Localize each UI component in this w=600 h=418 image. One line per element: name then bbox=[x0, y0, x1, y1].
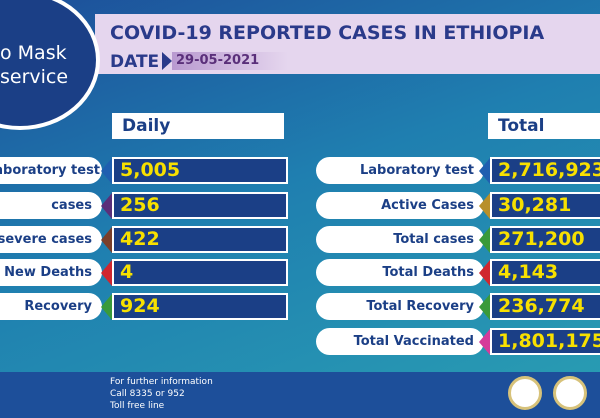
row-arrow bbox=[479, 260, 490, 286]
row-value: 4 bbox=[112, 259, 288, 286]
row-value: 2,716,923 bbox=[490, 157, 600, 184]
row-label: Recovery bbox=[0, 293, 102, 320]
circle-text: service bbox=[0, 66, 69, 88]
footer bbox=[0, 372, 600, 418]
title: COVID-19 REPORTED CASES IN ETHIOPIA bbox=[110, 22, 545, 44]
row-label: Total cases bbox=[316, 226, 484, 253]
row-label: Total Vaccinated bbox=[316, 328, 484, 355]
row-arrow bbox=[479, 158, 490, 184]
mask-circle bbox=[0, 0, 100, 130]
row-label: cases bbox=[0, 192, 102, 219]
row-label: New Deaths bbox=[0, 259, 102, 286]
row-value: 4,143 bbox=[490, 259, 600, 286]
row-label: Total Deaths bbox=[316, 259, 484, 286]
date-arrow bbox=[162, 52, 172, 70]
row-value: 422 bbox=[112, 226, 288, 253]
row-value: 30,281 bbox=[490, 192, 600, 219]
row-label: Active Cases bbox=[316, 192, 484, 219]
row-arrow bbox=[101, 227, 112, 253]
row-value: 1,801,175 bbox=[490, 328, 600, 355]
row-arrow bbox=[479, 329, 490, 355]
row-arrow bbox=[479, 294, 490, 320]
logo bbox=[553, 376, 587, 410]
row-value: 271,200 bbox=[490, 226, 600, 253]
date-label: DATE bbox=[110, 52, 160, 72]
logo bbox=[508, 376, 542, 410]
row-value: 236,774 bbox=[490, 293, 600, 320]
footer-text: Call 8335 or 952 bbox=[110, 389, 185, 399]
row-value: 256 bbox=[112, 192, 288, 219]
row-arrow bbox=[101, 294, 112, 320]
footer-text: For further information bbox=[110, 377, 213, 387]
row-arrow bbox=[479, 227, 490, 253]
row-label: severe cases bbox=[0, 226, 102, 253]
daily-header: Daily bbox=[112, 113, 284, 139]
row-value: 5,005 bbox=[112, 157, 288, 184]
total-header: Total bbox=[488, 113, 600, 139]
row-arrow bbox=[101, 158, 112, 184]
row-arrow bbox=[101, 193, 112, 219]
footer-text: Toll free line bbox=[110, 401, 165, 411]
row-arrow bbox=[479, 193, 490, 219]
date: 29-05-2021 bbox=[172, 52, 288, 70]
row-label: Laboratory test bbox=[0, 157, 102, 184]
row-label: Laboratory test bbox=[316, 157, 484, 184]
row-arrow bbox=[101, 260, 112, 286]
circle-text: o Mask bbox=[0, 42, 67, 64]
row-label: Total Recovery bbox=[316, 293, 484, 320]
row-value: 924 bbox=[112, 293, 288, 320]
